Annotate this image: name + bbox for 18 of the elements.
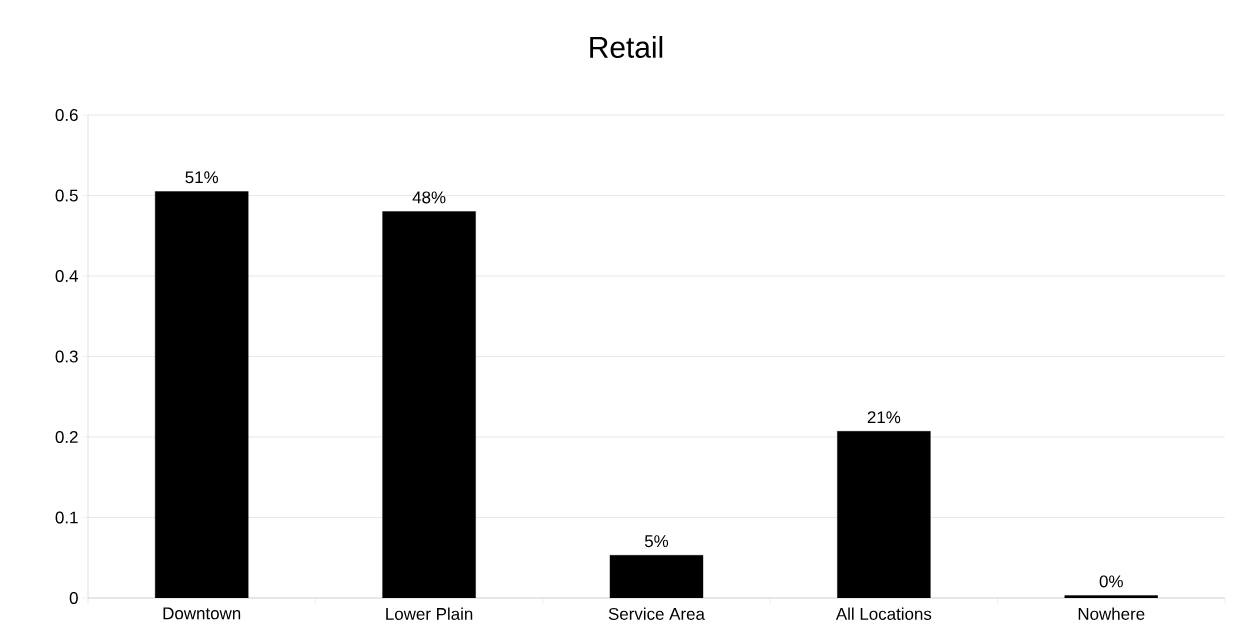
y-tick-label: 0.2 [55,430,78,443]
x-tick-label: Service Area [608,607,705,620]
y-tick-label: 0 [69,591,78,604]
data-label: 5% [644,535,669,548]
y-tick-label: 0.1 [55,511,78,524]
y-tick-label: 0.6 [55,108,78,121]
data-label: 51% [185,171,219,184]
chart-title: Retail [590,36,663,58]
x-tick-label: Nowhere [1078,607,1145,620]
data-label: 0% [1099,575,1123,588]
x-tick-label: Lower Plain [386,607,473,620]
y-tick-label: 0.3 [55,350,78,363]
data-label: 21% [867,411,901,424]
x-tick-label: Downtown [163,607,241,620]
x-tick-label: All Locations [835,607,932,620]
y-tick-label: 0.5 [55,189,78,202]
data-label: 48% [412,191,446,204]
y-tick-label: 0.4 [55,269,78,282]
